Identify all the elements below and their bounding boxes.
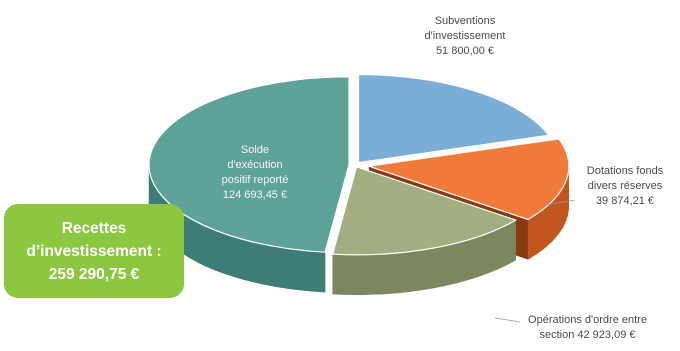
slice-solde — [148, 76, 350, 253]
slice-label-subventions: Subventions d'investissement 51 800,00 € — [424, 15, 506, 57]
total-badge: Recettes d’investissement : 259 290,75 € — [4, 204, 184, 298]
leader-line-operations — [494, 317, 521, 323]
slice-subventions — [357, 73, 550, 164]
slice-label-operations: Opérations d'ordre entre section 42 923,… — [528, 314, 647, 341]
slice-dotations — [368, 138, 570, 221]
slice-label-solde: Solde d'exécution positif reporté 124 69… — [221, 144, 289, 201]
slice-label-dotations: Dotations fonds divers réserves 39 874,2… — [586, 165, 664, 207]
leader-line-dotations — [544, 199, 576, 206]
slice-operations — [331, 166, 518, 256]
